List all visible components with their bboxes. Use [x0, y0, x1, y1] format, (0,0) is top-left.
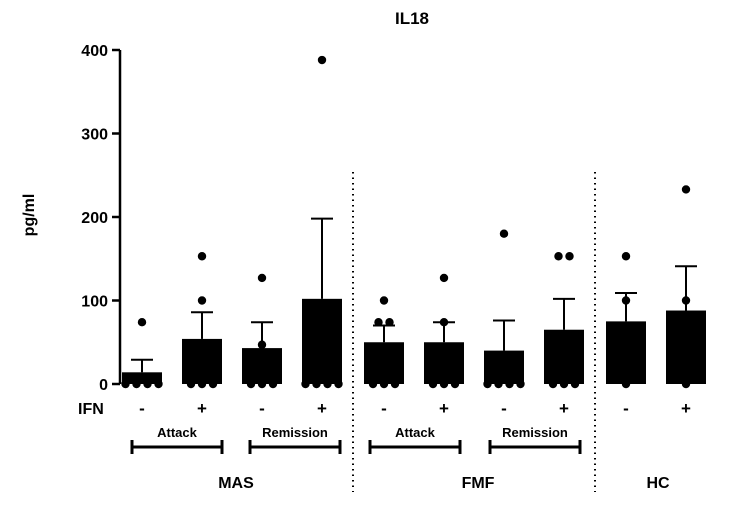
data-point: [439, 318, 449, 327]
data-point: [323, 379, 332, 389]
data-point: [312, 379, 321, 389]
data-point: [516, 379, 525, 389]
data-point: [301, 379, 310, 389]
subgroup-label: Attack: [157, 425, 198, 440]
subgroup-label: Remission: [502, 425, 568, 440]
data-point: [257, 273, 267, 283]
data-point: [143, 379, 152, 389]
data-point: [621, 379, 631, 389]
data-point: [121, 379, 130, 389]
ifn-sign-label: +: [197, 399, 207, 418]
subgroup-label: Remission: [262, 425, 328, 440]
data-point: [368, 379, 378, 389]
data-point: [483, 379, 492, 389]
y-tick-label: 0: [99, 377, 108, 394]
bar: [122, 372, 162, 384]
bar: [484, 350, 524, 384]
bar: [606, 321, 646, 384]
data-point: [450, 379, 460, 389]
y-axis-label: pg/ml: [21, 194, 38, 237]
y-tick-label: 300: [81, 127, 108, 144]
data-point: [565, 252, 574, 261]
data-point: [334, 379, 343, 389]
ifn-row-label: IFN: [78, 401, 104, 418]
data-point: [494, 379, 503, 389]
data-point: [390, 379, 400, 389]
data-point: [621, 296, 631, 305]
data-point: [428, 379, 438, 389]
data-point: [681, 185, 691, 194]
data-point: [186, 379, 196, 389]
data-point: [499, 229, 509, 238]
y-tick-label: 200: [81, 210, 108, 227]
bar: [544, 329, 584, 384]
ifn-sign-label: -: [501, 399, 507, 418]
group-label: MAS: [218, 475, 254, 492]
data-point: [317, 55, 327, 65]
data-point: [439, 379, 449, 389]
data-point: [505, 379, 514, 389]
data-point: [197, 379, 207, 389]
ifn-sign-label: -: [381, 399, 387, 418]
ifn-sign-label: -: [623, 399, 629, 418]
ifn-sign-label: +: [559, 399, 569, 418]
data-point: [681, 296, 691, 305]
data-point: [681, 379, 691, 389]
ifn-sign-label: -: [139, 399, 145, 418]
bar: [182, 338, 222, 384]
ifn-sign-label: +: [317, 399, 327, 418]
ifn-sign-label: +: [681, 399, 691, 418]
data-point: [385, 318, 394, 327]
data-point: [379, 379, 389, 389]
ifn-sign-label: +: [439, 399, 449, 418]
bar: [242, 348, 282, 384]
bar: [424, 342, 464, 384]
y-tick-label: 100: [81, 294, 108, 311]
y-tick-label: 400: [81, 43, 108, 60]
data-point: [379, 296, 389, 305]
data-point: [439, 273, 449, 283]
data-point: [559, 379, 569, 389]
data-point: [208, 379, 218, 389]
bar: [666, 310, 706, 384]
data-point: [374, 318, 383, 327]
group-label: FMF: [462, 475, 495, 492]
data-point: [154, 379, 163, 389]
chart-title: IL18: [395, 9, 429, 28]
data-point: [570, 379, 580, 389]
data-point: [554, 252, 563, 261]
bar: [302, 298, 342, 384]
data-point: [132, 379, 141, 389]
data-point: [257, 340, 267, 349]
bar: [364, 342, 404, 384]
data-point: [257, 379, 267, 389]
data-point: [246, 379, 256, 389]
data-point: [137, 318, 147, 327]
data-point: [548, 379, 558, 389]
data-point: [268, 379, 278, 389]
group-label: HC: [646, 475, 670, 492]
data-point: [197, 296, 207, 305]
data-point: [621, 252, 631, 261]
subgroup-label: Attack: [395, 425, 436, 440]
data-point: [197, 252, 207, 261]
ifn-sign-label: -: [259, 399, 265, 418]
